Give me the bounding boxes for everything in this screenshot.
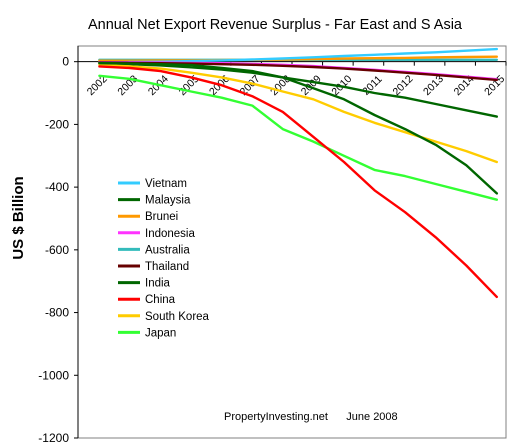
series-line-south-korea — [98, 63, 498, 164]
legend-label-australia: Australia — [145, 244, 190, 256]
series-line-japan — [98, 74, 498, 201]
legend-label-india: India — [145, 278, 171, 290]
legend-label-japan: Japan — [145, 327, 176, 339]
chart-annotation: PropertyInvesting.net June 2008 — [224, 411, 398, 423]
y-tick-label: -200 — [45, 117, 69, 131]
series-layer — [98, 47, 498, 299]
y-tick-label: -1000 — [38, 368, 69, 382]
y-axis-label: US $ Billion — [10, 176, 27, 259]
y-tick-label: -400 — [45, 180, 69, 194]
legend-label-china: China — [145, 294, 176, 306]
legend: Vietnam Malaysia Brunei Indonesia Australia T… — [118, 178, 210, 339]
legend-label-brunei: Brunei — [145, 211, 178, 223]
chart-title: Annual Net Export Revenue Surplus - Far … — [88, 17, 463, 33]
legend-label-indonesia: Indonesia — [145, 228, 195, 240]
series-line-malaysia — [98, 62, 498, 195]
series-line-china — [98, 65, 498, 299]
y-tick-label: -800 — [45, 306, 69, 320]
y-tick-label: -600 — [45, 243, 69, 257]
y-tick-label: 0 — [62, 55, 69, 69]
y-axis: 0 -200 -400 -600 -800 -1000 -1200 — [38, 46, 79, 443]
y-tick-label: -1200 — [38, 431, 69, 443]
legend-label-malaysia: Malaysia — [145, 195, 191, 207]
series-line-india — [98, 62, 498, 118]
legend-label-vietnam: Vietnam — [145, 178, 187, 190]
legend-label-thailand: Thailand — [145, 261, 189, 273]
legend-label-south-korea: South Korea — [145, 311, 210, 323]
